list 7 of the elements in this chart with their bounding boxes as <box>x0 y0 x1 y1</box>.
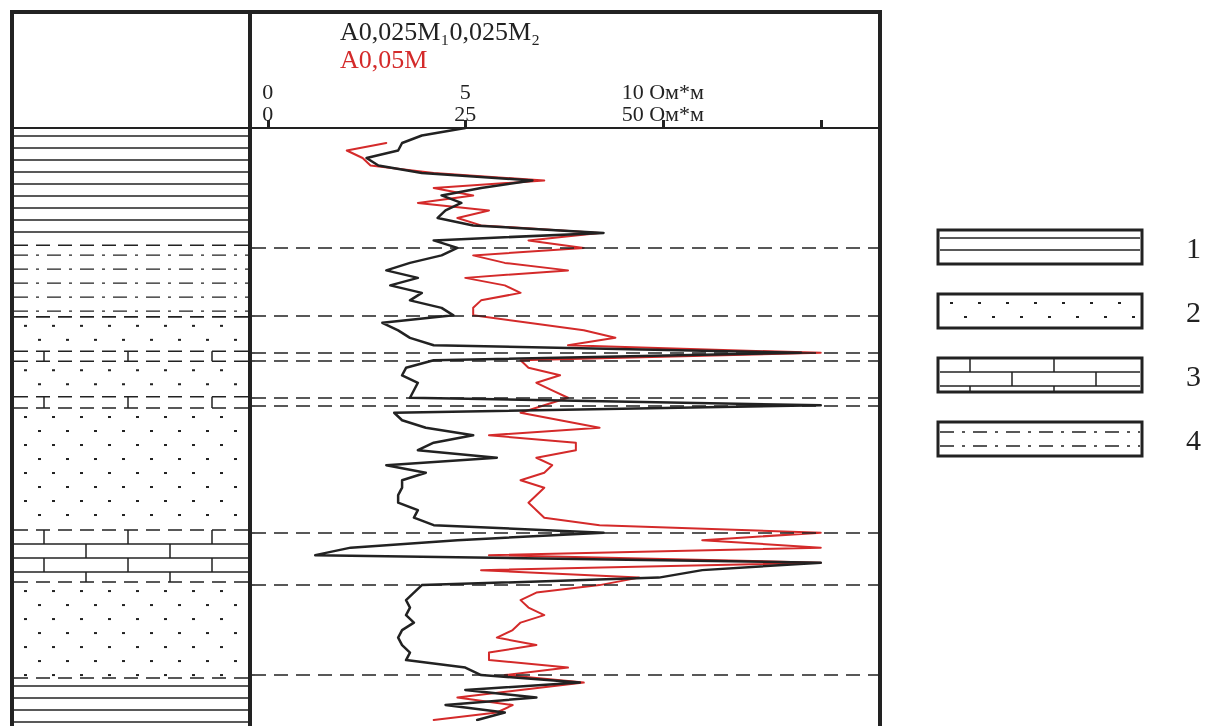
text: A0,025M₁0,025M₂ <box>340 16 541 46</box>
text: A0,05M <box>340 44 428 74</box>
text: 1 <box>1186 230 1201 264</box>
text: 4 <box>1186 422 1201 456</box>
text: 2 <box>1186 294 1201 328</box>
text: 3 <box>1186 358 1201 392</box>
x-tick-label: 0 <box>262 78 274 104</box>
